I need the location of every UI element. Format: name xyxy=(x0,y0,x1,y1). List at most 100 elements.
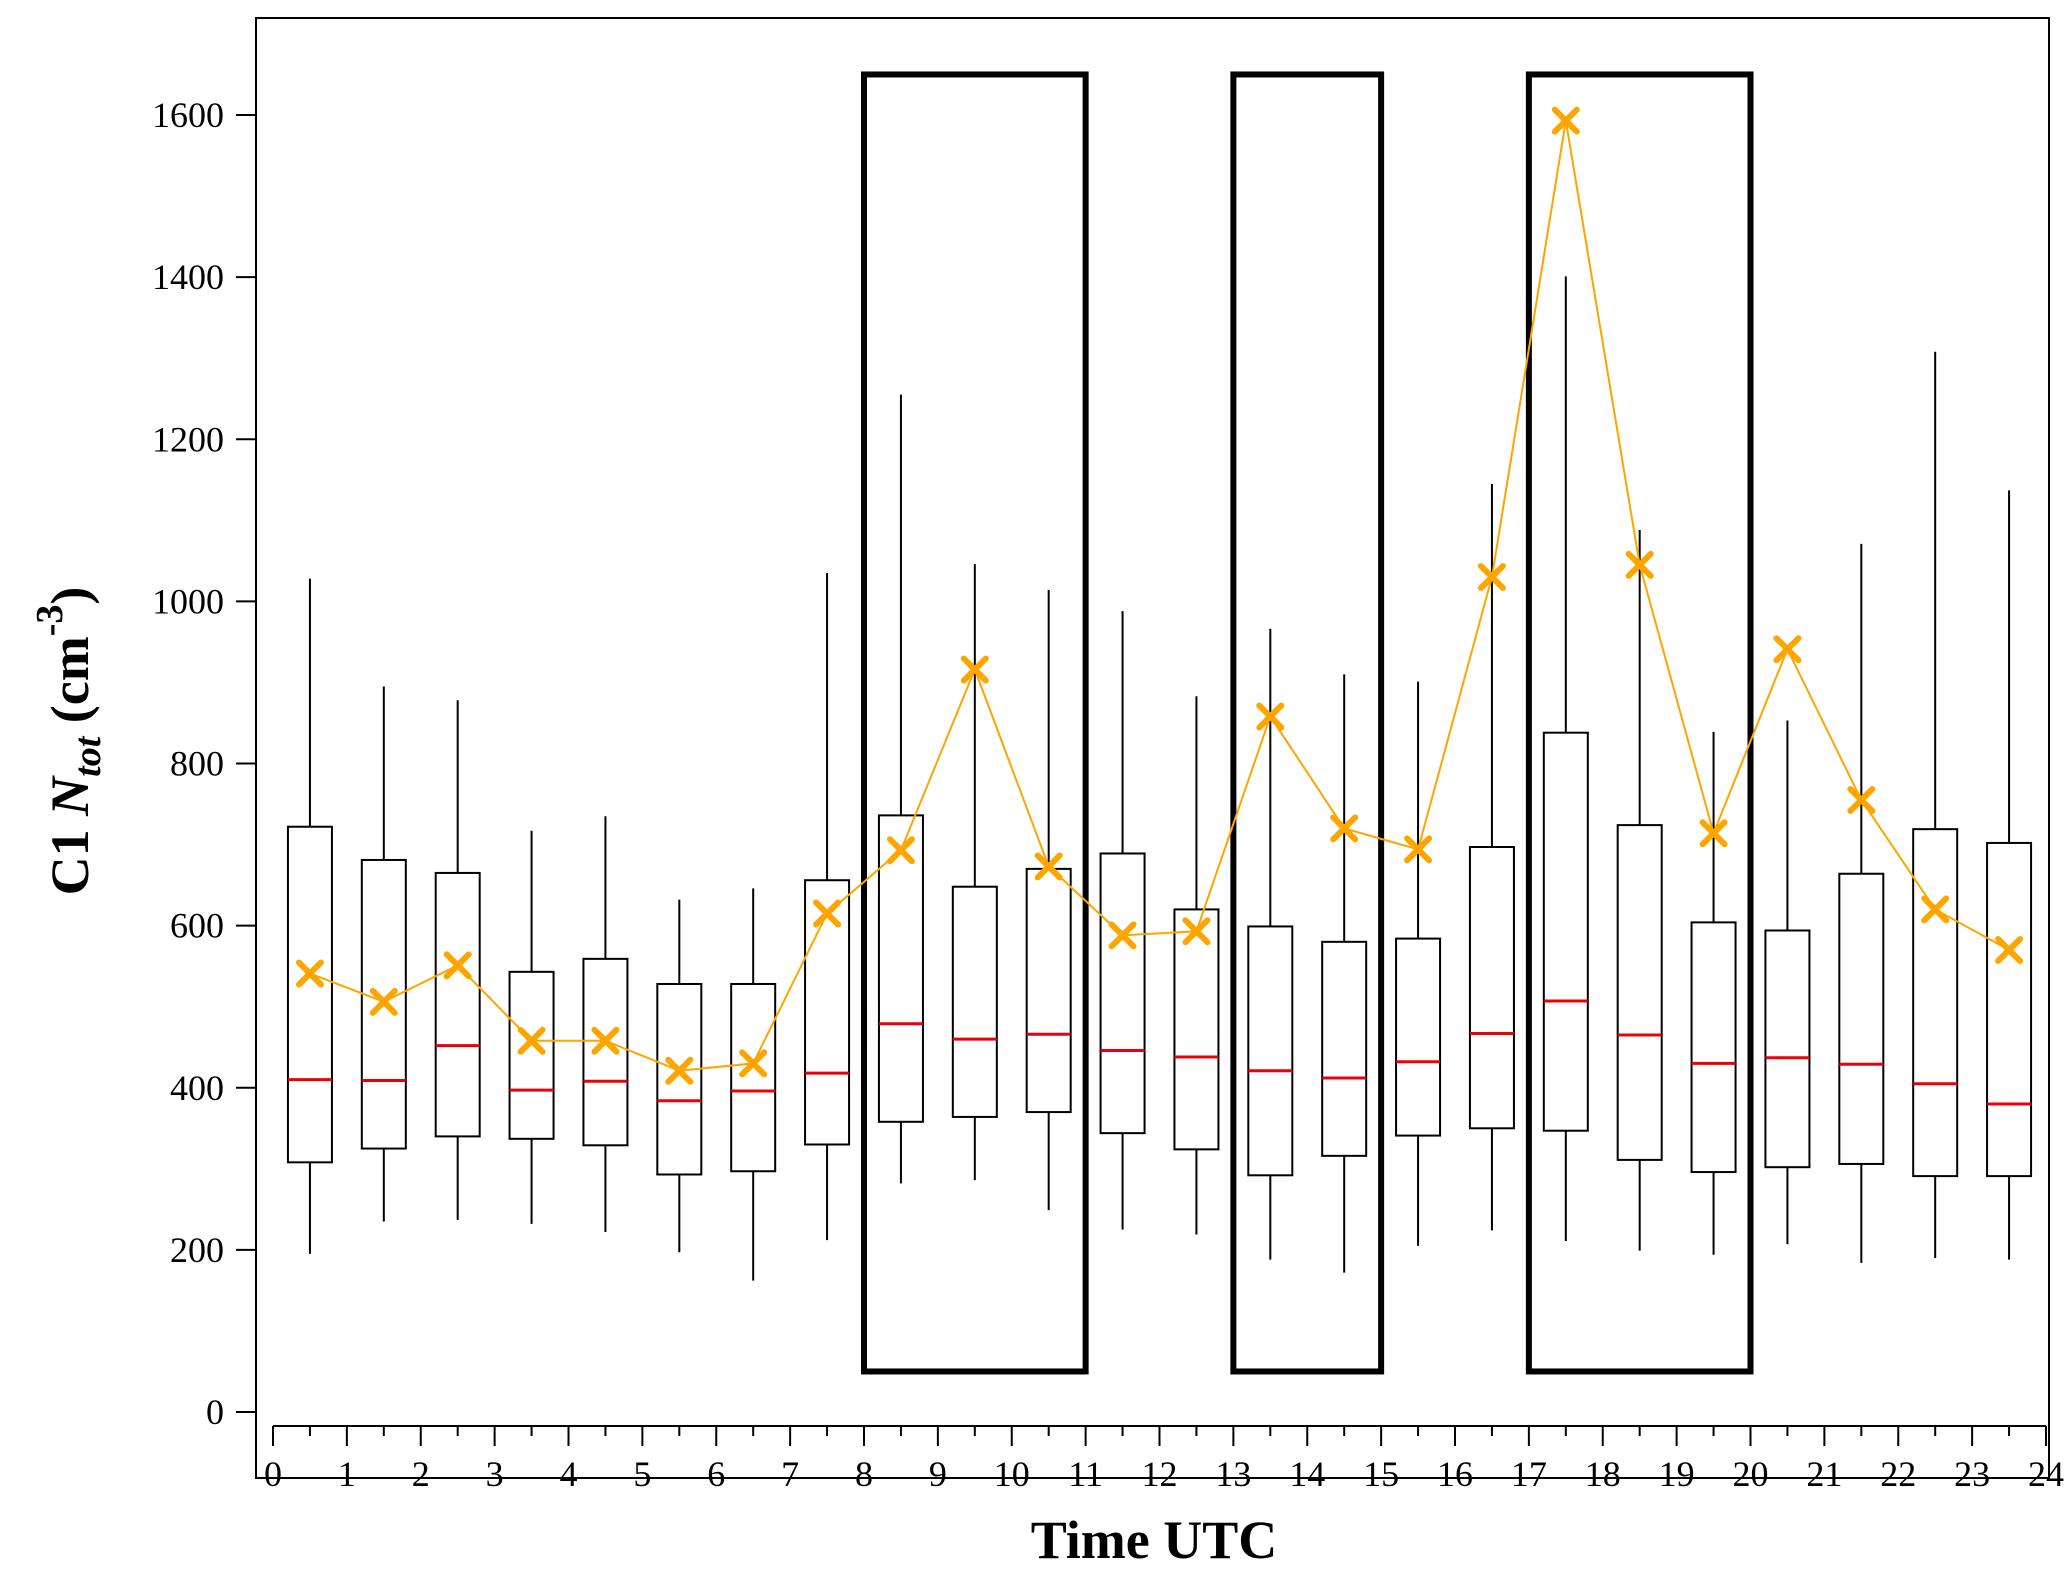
mean-marker xyxy=(886,836,915,865)
x-tick-label: 22 xyxy=(1880,1454,1916,1494)
x-tick-label: 1 xyxy=(338,1454,356,1494)
y-tick-label: 1600 xyxy=(152,95,224,135)
mean-line xyxy=(309,120,2010,1072)
mean-marker xyxy=(517,1026,546,1055)
box-iqr xyxy=(1838,872,1885,1165)
mean-marker xyxy=(1625,550,1654,579)
box-iqr xyxy=(951,885,998,1118)
mean-marker xyxy=(1921,895,1950,924)
box-plot xyxy=(1690,731,1737,1255)
box-plot xyxy=(508,830,555,1224)
box-iqr xyxy=(1173,908,1220,1151)
box-iqr xyxy=(1099,852,1146,1135)
x-tick-label: 24 xyxy=(2028,1454,2064,1494)
box-iqr xyxy=(1690,921,1737,1174)
box-iqr xyxy=(1764,929,1811,1169)
y-axis-title-symbol: N xyxy=(40,775,100,817)
y-tick-label: 1400 xyxy=(152,257,224,297)
mean-series xyxy=(295,106,2024,1085)
mean-marker xyxy=(1182,917,1211,946)
box-plot xyxy=(877,394,924,1184)
y-axis-title-superscript: -3 xyxy=(29,605,71,637)
mean-marker xyxy=(369,987,398,1016)
box-plot xyxy=(1468,483,1515,1231)
mean-marker xyxy=(1847,785,1876,814)
y-tick-label: 1000 xyxy=(152,581,224,621)
x-tick-label: 21 xyxy=(1806,1454,1842,1494)
mean-marker xyxy=(295,959,324,988)
x-tick-label: 15 xyxy=(1363,1454,1399,1494)
y-axis-title: C1 Ntot (cm-3) xyxy=(29,587,109,896)
x-tick-label: 0 xyxy=(264,1454,282,1494)
box-iqr xyxy=(877,814,924,1123)
x-tick-label: 6 xyxy=(707,1454,725,1494)
mean-marker xyxy=(1404,835,1433,864)
x-tick-label: 2 xyxy=(412,1454,430,1494)
mean-marker xyxy=(1256,702,1285,731)
mean-marker xyxy=(1108,921,1137,950)
x-tick-label: 4 xyxy=(560,1454,578,1494)
box-plot xyxy=(1542,276,1589,1241)
box-iqr xyxy=(360,858,407,1150)
box-iqr xyxy=(286,825,333,1164)
box-iqr xyxy=(804,879,851,1146)
highlight-rectangle xyxy=(861,71,1089,1375)
y-axis: 0 200 400 600 800 1000 1200 1400 1600 xyxy=(152,95,257,1432)
box-plot xyxy=(1099,611,1146,1230)
mean-marker xyxy=(665,1056,694,1085)
box-iqr xyxy=(1395,937,1442,1137)
y-tick-label: 200 xyxy=(170,1230,224,1270)
y-axis-title-prefix: C1 xyxy=(40,816,100,896)
mean-marker xyxy=(1330,814,1359,843)
x-tick-label: 8 xyxy=(855,1454,873,1494)
box-plot xyxy=(1838,543,1885,1263)
box-iqr xyxy=(508,970,555,1140)
x-axis: 0 1 2 3 4 5 6 7 8 9 10 11 12 13 14 15 16 17 18 19 20 21 22 23 24 xyxy=(264,1425,2064,1494)
box-iqr xyxy=(1986,841,2033,1178)
box-plot xyxy=(1321,674,1368,1273)
x-tick-label: 11 xyxy=(1068,1454,1103,1494)
mean-marker xyxy=(1773,635,1802,664)
y-axis-title-unit-open: (cm xyxy=(40,636,100,736)
box-iqr xyxy=(656,982,703,1176)
x-tick-label: 5 xyxy=(633,1454,651,1494)
box-iqr xyxy=(1321,940,1368,1157)
box-plot xyxy=(360,686,407,1222)
box-iqr xyxy=(582,957,629,1147)
box-plot xyxy=(1912,351,1959,1258)
box-iqr xyxy=(1468,845,1515,1130)
mean-marker xyxy=(739,1049,768,1078)
y-tick-label: 0 xyxy=(206,1392,224,1432)
box-iqr xyxy=(434,871,481,1138)
x-tick-label: 17 xyxy=(1511,1454,1547,1494)
x-tick-label: 12 xyxy=(1142,1454,1178,1494)
highlight-rectangle xyxy=(1230,71,1385,1375)
box-plot xyxy=(804,573,851,1241)
x-tick-label: 10 xyxy=(994,1454,1030,1494)
box-plot xyxy=(730,888,777,1281)
box-iqr xyxy=(1542,731,1589,1132)
mean-marker xyxy=(1034,852,1063,881)
mean-marker xyxy=(960,655,989,684)
box-plot xyxy=(656,899,703,1253)
box-plot xyxy=(1247,628,1294,1260)
x-tick-label: 3 xyxy=(486,1454,504,1494)
highlight-rectangles xyxy=(861,71,1754,1375)
box-iqr xyxy=(730,982,777,1173)
box-plot xyxy=(1764,720,1811,1245)
box-iqr xyxy=(1912,828,1959,1178)
box-plot xyxy=(286,578,333,1254)
y-tick-label: 600 xyxy=(170,906,224,946)
x-tick-label: 13 xyxy=(1215,1454,1251,1494)
x-tick-label: 16 xyxy=(1437,1454,1473,1494)
mean-marker xyxy=(1551,106,1580,135)
y-tick-label: 1200 xyxy=(152,419,224,459)
x-tick-label: 20 xyxy=(1733,1454,1769,1494)
box-iqr xyxy=(1616,824,1663,1161)
y-axis-title-subscript: tot xyxy=(67,735,109,777)
mean-marker xyxy=(1699,819,1728,848)
box-plot xyxy=(434,700,481,1220)
mean-marker xyxy=(1995,935,2024,964)
mean-marker xyxy=(443,951,472,980)
